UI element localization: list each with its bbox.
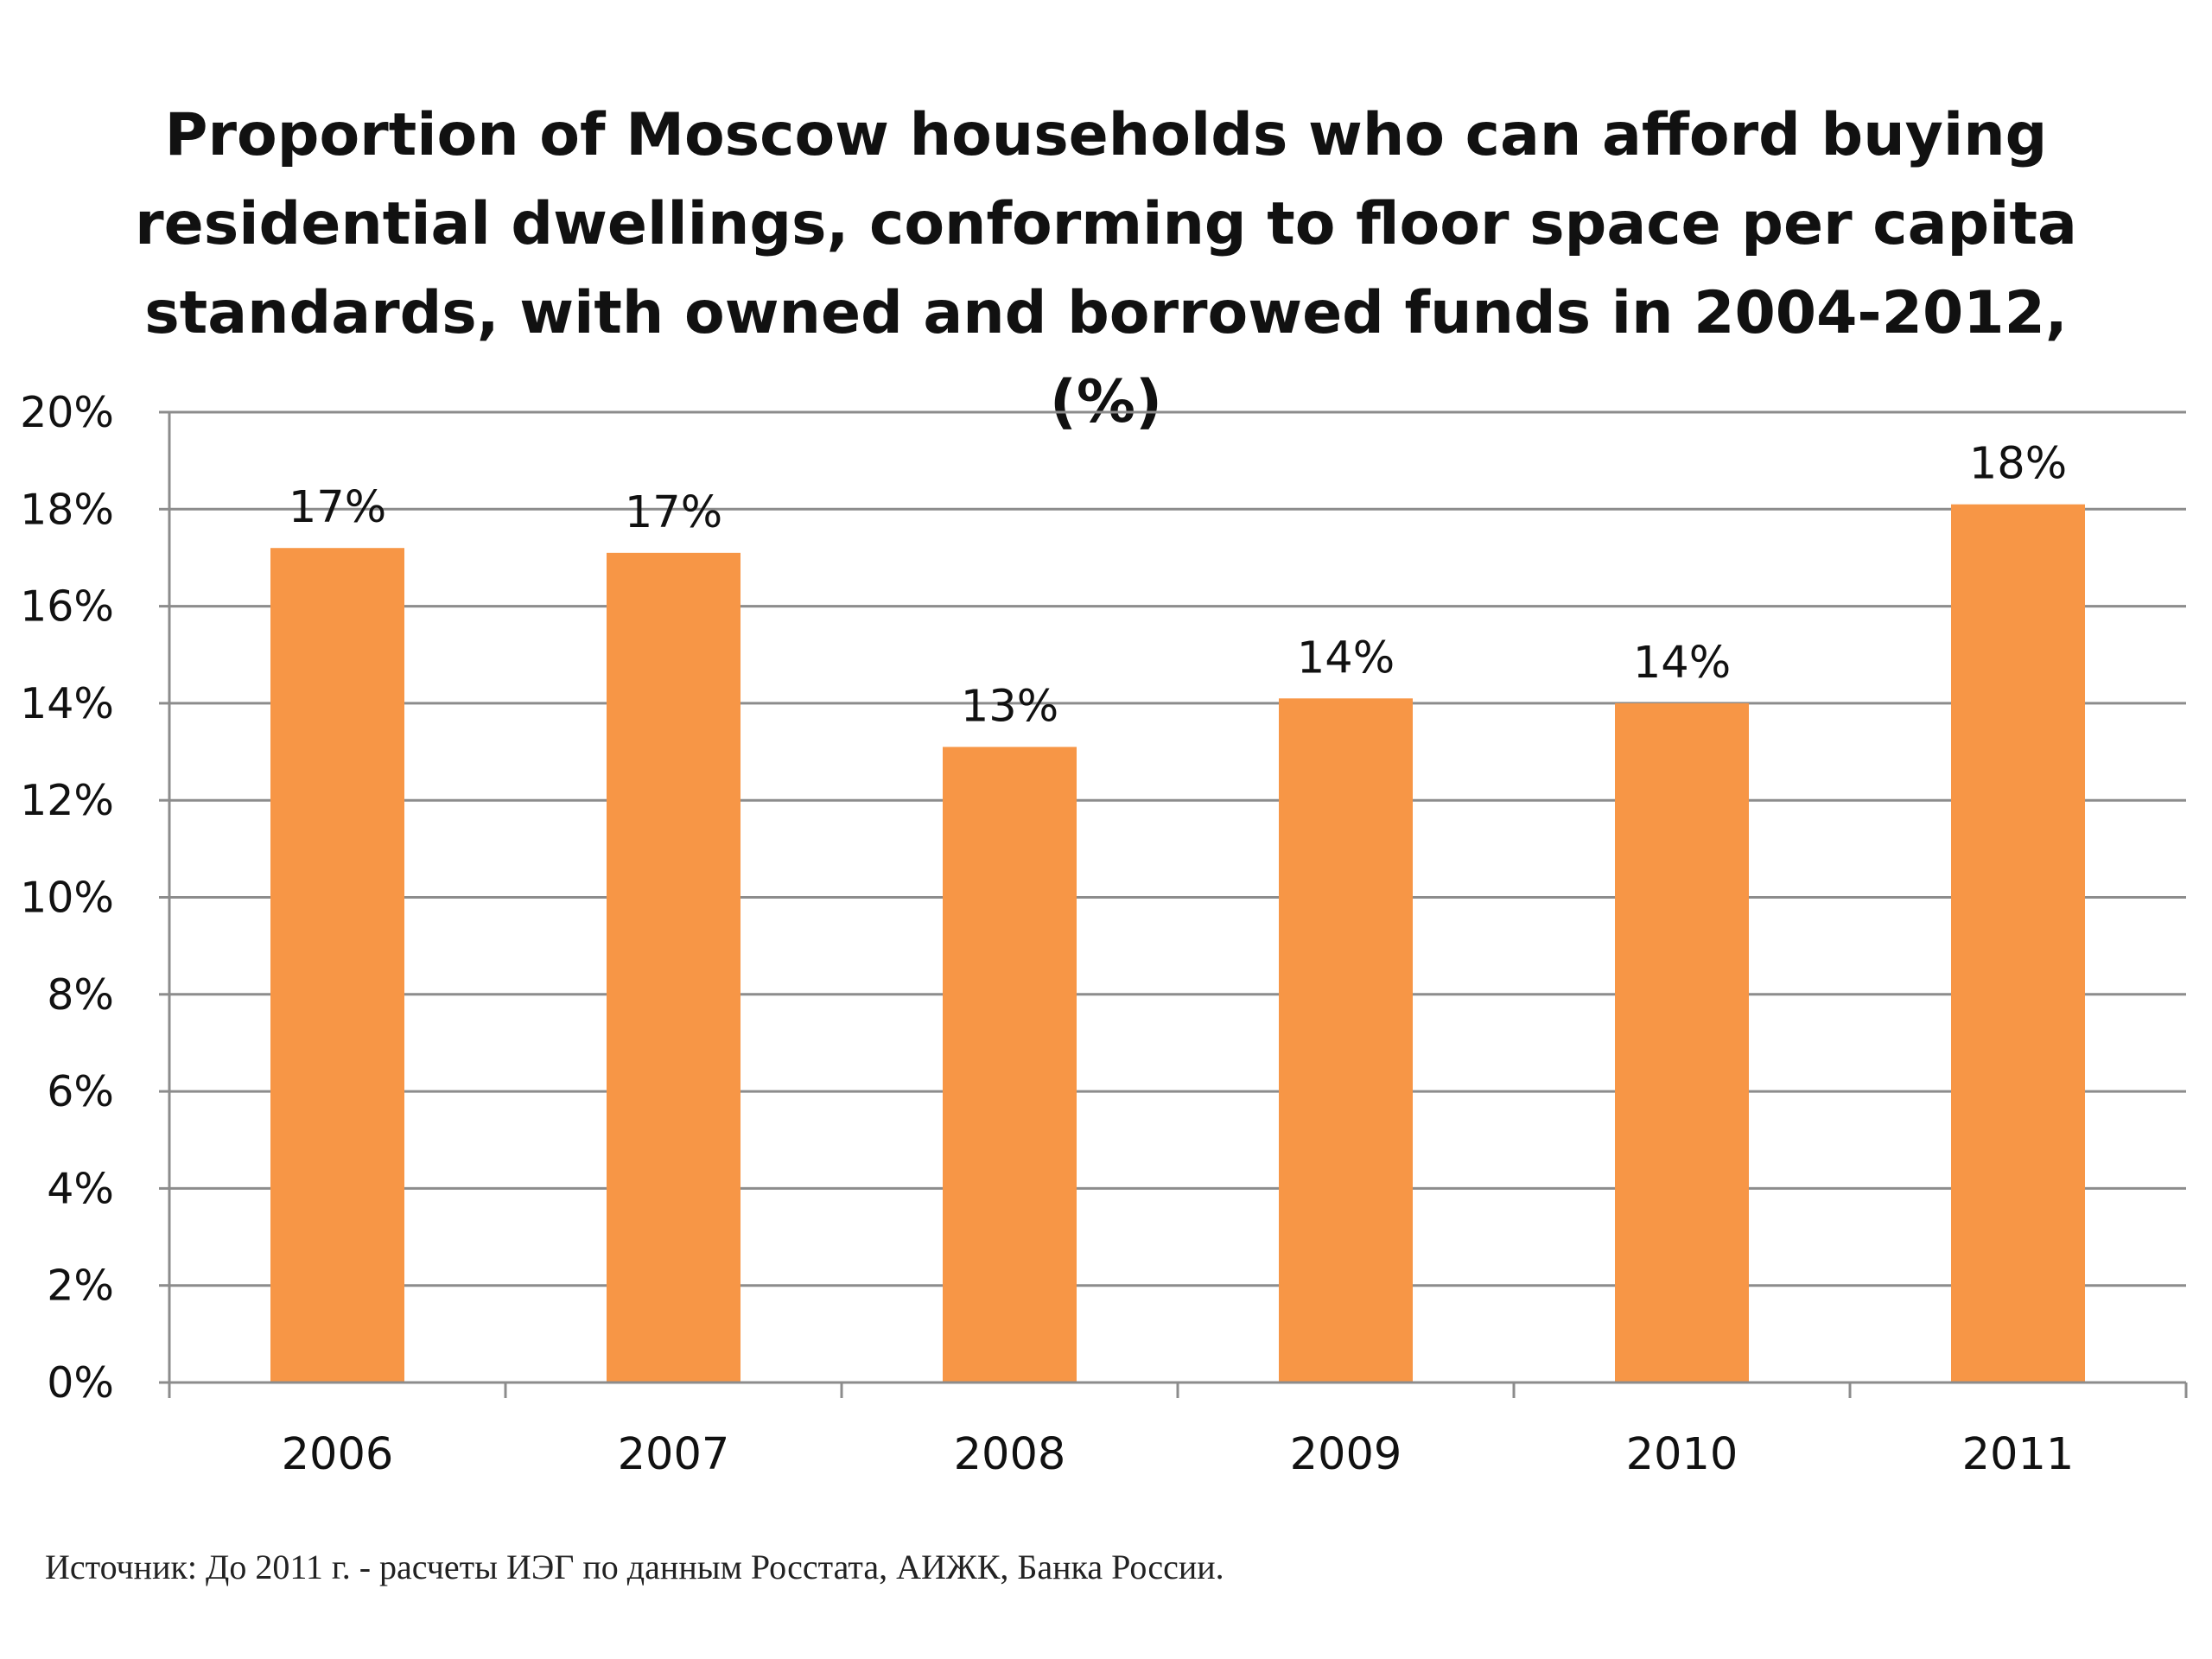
y-tick-label: 14%	[20, 679, 114, 728]
bar	[1279, 698, 1413, 1382]
source-note: Источник: До 2011 г. - расчеты ИЭГ по да…	[45, 1548, 1224, 1586]
y-tick-label: 10%	[20, 874, 114, 923]
y-tick-label: 8%	[47, 970, 114, 1020]
data-label: 14%	[1633, 638, 1731, 689]
bar	[270, 548, 404, 1382]
x-tick-label: 2009	[1290, 1429, 1402, 1480]
axes	[159, 410, 2188, 1398]
chart-title: Proportion of Moscow households who can …	[135, 101, 2077, 436]
bar	[1951, 504, 2085, 1382]
x-tick-label: 2010	[1626, 1429, 1738, 1480]
x-tick-label: 2006	[282, 1429, 394, 1480]
x-tick-labels: 2006 2007 2008 2009 2010 2011	[282, 1429, 2075, 1480]
y-tick-label: 20%	[20, 388, 114, 437]
bar	[1615, 702, 1749, 1382]
x-tick-label: 2008	[954, 1429, 1066, 1480]
y-tick-label: 0%	[47, 1358, 114, 1408]
data-label: 17%	[625, 487, 722, 538]
y-tick-label: 2%	[47, 1262, 114, 1311]
data-label: 18%	[1969, 439, 2067, 490]
y-tick-label: 6%	[47, 1067, 114, 1116]
data-label: 14%	[1297, 632, 1395, 683]
y-tick-label: 16%	[20, 582, 114, 632]
bar	[607, 552, 741, 1382]
y-tick-labels: 0% 2% 4% 6% 8% 10% 12% 14% 16% 18% 20%	[20, 388, 114, 1408]
gridlines	[169, 410, 2186, 1287]
x-tick-label: 2011	[1962, 1429, 2075, 1480]
bars	[270, 504, 2085, 1382]
data-label: 17%	[289, 482, 386, 533]
data-labels: 17% 17% 13% 14% 14% 18%	[289, 439, 2067, 733]
data-label: 13%	[961, 681, 1058, 732]
x-tick-label: 2007	[618, 1429, 730, 1480]
y-tick-label: 4%	[47, 1164, 114, 1213]
y-tick-label: 12%	[20, 776, 114, 825]
y-tick-label: 18%	[20, 485, 114, 534]
bar	[943, 747, 1077, 1382]
